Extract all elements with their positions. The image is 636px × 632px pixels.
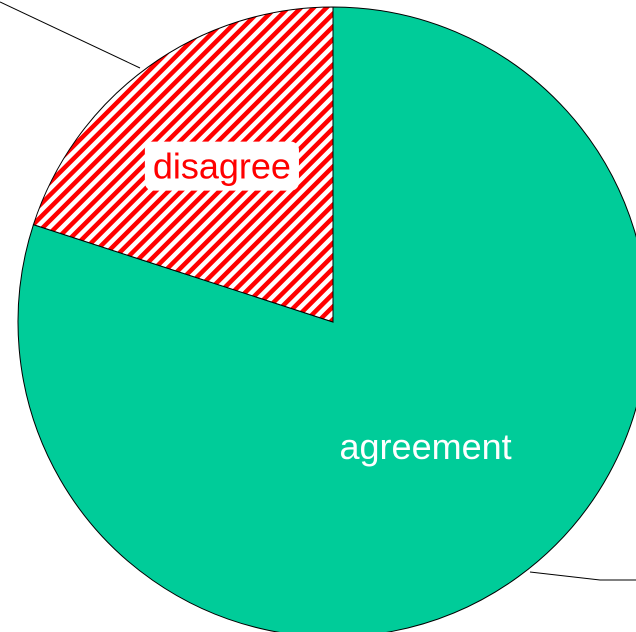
slice-label: disagree xyxy=(153,146,291,187)
pie xyxy=(17,6,636,632)
pie-slice xyxy=(17,6,636,632)
leader-line xyxy=(529,571,636,581)
leader-line xyxy=(0,1,141,69)
slice-label: agreement xyxy=(340,426,512,467)
labels: agreement disagree xyxy=(144,141,512,467)
label-box xyxy=(144,141,299,191)
